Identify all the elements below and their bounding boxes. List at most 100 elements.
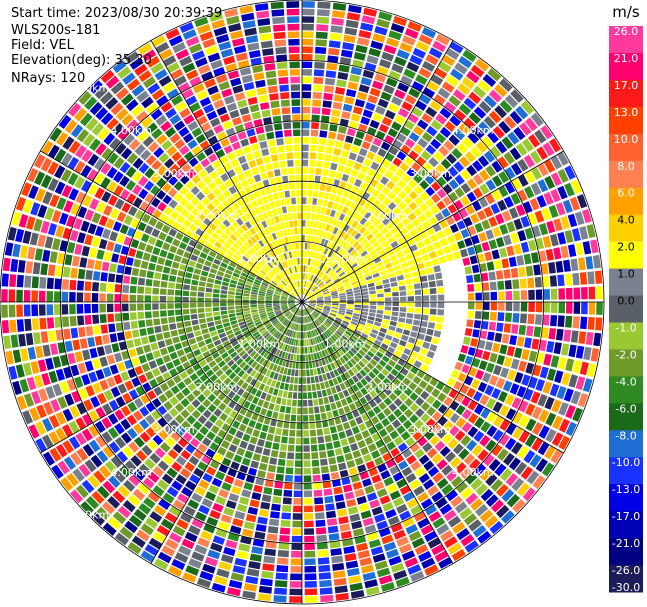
- velocity-cell: [225, 329, 234, 336]
- velocity-cell: [175, 364, 185, 374]
- velocity-cell: [428, 156, 439, 168]
- velocity-cell: [434, 67, 448, 80]
- velocity-cell: [323, 349, 329, 356]
- velocity-cell: [341, 477, 351, 486]
- velocity-cell: [276, 420, 284, 428]
- velocity-cell: [436, 459, 448, 470]
- velocity-cell: [303, 309, 306, 316]
- velocity-cell: [167, 303, 174, 310]
- velocity-cell: [418, 550, 432, 562]
- velocity-cell: [309, 302, 316, 304]
- velocity-cell: [424, 530, 438, 542]
- velocity-cell: [283, 309, 290, 314]
- velocity-cell: [257, 18, 271, 27]
- velocity-cell: [393, 231, 402, 240]
- velocity-cell: [258, 295, 265, 299]
- velocity-cell: [491, 249, 500, 260]
- velocity-cell: [228, 426, 237, 436]
- velocity-cell: [550, 315, 558, 327]
- velocity-cell: [426, 447, 438, 459]
- velocity-cell: [330, 548, 342, 556]
- velocity-cell: [558, 435, 571, 450]
- velocity-cell: [252, 267, 259, 274]
- velocity-cell: [342, 278, 350, 284]
- velocity-cell: [359, 217, 368, 226]
- velocity-cell: [241, 353, 249, 360]
- velocity-cell: [478, 360, 488, 371]
- velocity-cell: [213, 258, 221, 266]
- velocity-cell: [243, 310, 251, 315]
- velocity-cell: [316, 295, 323, 298]
- velocity-cell: [311, 275, 315, 282]
- velocity-cell: [285, 360, 290, 368]
- velocity-cell: [288, 338, 293, 345]
- velocity-cell: [442, 196, 453, 207]
- velocity-cell: [315, 308, 322, 313]
- velocity-cell: [251, 546, 264, 555]
- velocity-cell: [316, 152, 325, 161]
- velocity-cell: [302, 144, 309, 152]
- velocity-cell: [296, 189, 302, 197]
- velocity-cell: [303, 265, 306, 272]
- velocity-cell: [479, 509, 494, 523]
- velocity-cell: [403, 491, 415, 502]
- velocity-cell: [255, 523, 267, 533]
- velocity-cell: [479, 169, 490, 182]
- velocity-cell: [92, 358, 101, 370]
- velocity-cell: [213, 575, 228, 586]
- velocity-cell: [338, 307, 346, 311]
- velocity-cell: [311, 384, 316, 391]
- velocity-cell: [310, 353, 315, 361]
- velocity-cell: [81, 479, 95, 494]
- velocity-cell: [126, 78, 141, 91]
- velocity-cell: [265, 322, 272, 328]
- velocity-cell: [493, 415, 504, 428]
- velocity-cell: [310, 444, 318, 452]
- velocity-cell: [562, 259, 571, 272]
- velocity-cell: [347, 304, 354, 307]
- velocity-cell: [307, 392, 313, 399]
- velocity-cell: [388, 146, 399, 156]
- velocity-cell: [297, 324, 300, 331]
- velocity-cell: [332, 377, 339, 386]
- velocity-cell: [226, 15, 240, 25]
- velocity-cell: [331, 10, 346, 19]
- velocity-cell: [367, 350, 375, 358]
- velocity-cell: [131, 535, 146, 548]
- velocity-cell: [169, 368, 178, 377]
- velocity-cell: [593, 332, 602, 347]
- velocity-cell: [302, 220, 306, 227]
- velocity-cell: [384, 109, 396, 120]
- velocity-cell: [404, 397, 414, 407]
- velocity-cell: [565, 287, 573, 300]
- velocity-cell: [320, 284, 327, 290]
- colorbar-tick-label: -21.0: [612, 537, 640, 550]
- velocity-cell: [96, 450, 109, 463]
- velocity-cell: [328, 283, 335, 289]
- range-label: 4.00km: [110, 466, 152, 479]
- velocity-cell: [52, 383, 63, 397]
- velocity-cell: [92, 271, 101, 281]
- velocity-cell: [213, 315, 221, 321]
- velocity-cell: [317, 237, 323, 245]
- velocity-cell: [311, 330, 316, 337]
- velocity-cell: [315, 512, 325, 520]
- velocity-cell: [141, 362, 151, 373]
- velocity-cell: [232, 221, 240, 230]
- velocity-cell: [291, 535, 302, 543]
- velocity-cell: [311, 267, 315, 274]
- velocity-cell: [58, 212, 69, 226]
- velocity-cell: [265, 263, 272, 270]
- velocity-cell: [499, 78, 513, 92]
- velocity-cell: [129, 57, 144, 70]
- velocity-cell: [66, 472, 80, 487]
- velocity-cell: [354, 488, 365, 498]
- velocity-cell: [213, 311, 220, 316]
- velocity-cell: [69, 315, 77, 327]
- velocity-cell: [317, 1, 331, 9]
- velocity-cell: [352, 265, 360, 272]
- velocity-cell: [334, 211, 341, 219]
- velocity-cell: [585, 256, 594, 270]
- velocity-cell: [344, 283, 352, 288]
- velocity-cell: [414, 307, 422, 314]
